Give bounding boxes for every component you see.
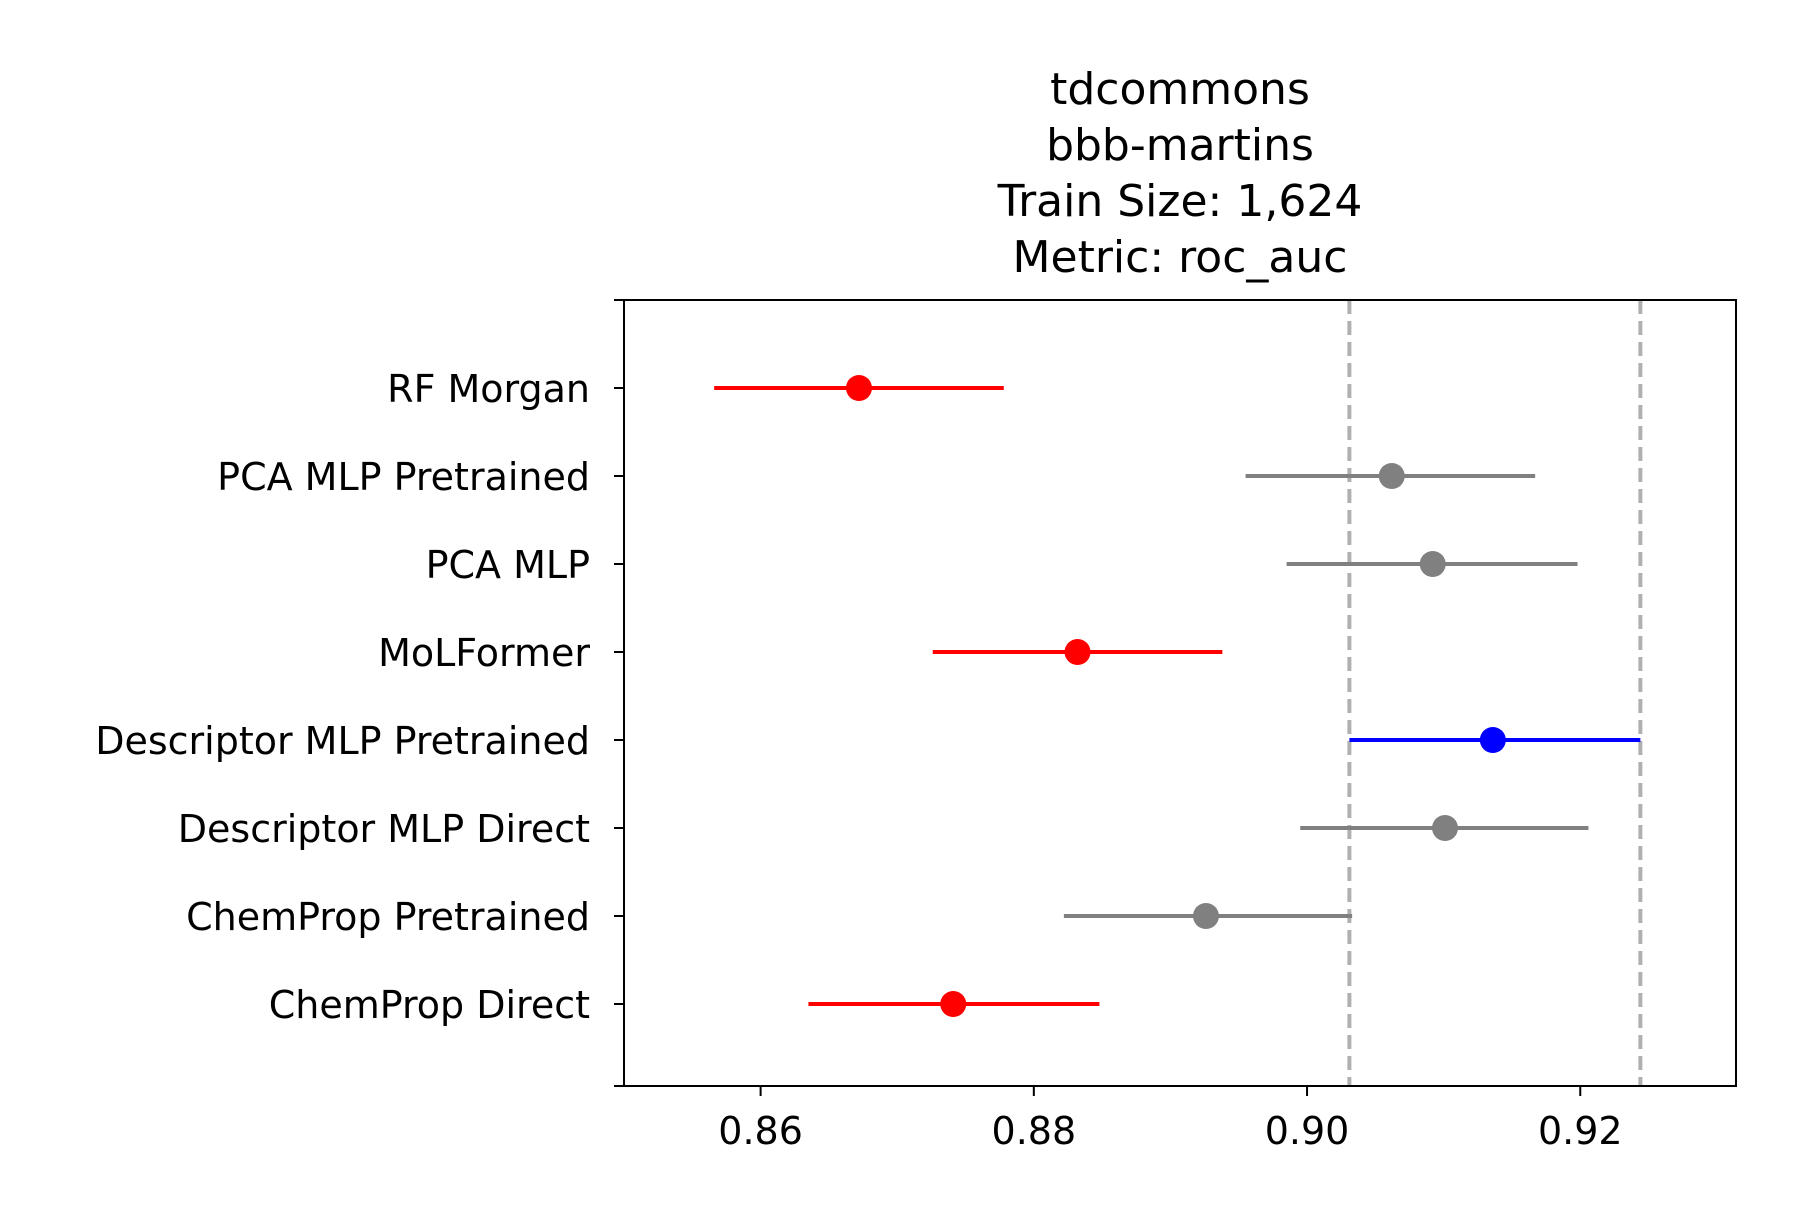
title-line: Train Size: 1,624 (997, 176, 1363, 227)
row-series (1063, 903, 1353, 929)
data-point (1192, 903, 1219, 929)
x-tick-label: 0.92 (1538, 1109, 1623, 1153)
row-series (714, 375, 1004, 401)
y-tick-label: ChemProp Direct (269, 983, 590, 1027)
row-series (932, 639, 1223, 665)
data-point (1378, 463, 1405, 489)
title-line: Metric: roc_auc (1013, 232, 1348, 283)
plot-frame (623, 299, 1737, 1087)
x-axis: 0.86 0.88 0.90 0.92 (718, 1086, 1623, 1153)
y-tick-label: Descriptor MLP Pretrained (95, 719, 590, 763)
row-series (808, 991, 1100, 1017)
data-point (1432, 815, 1459, 841)
x-tick-label: 0.88 (992, 1109, 1077, 1153)
y-tick-label: MoLFormer (378, 631, 590, 675)
data-point (940, 991, 967, 1017)
data-point (1479, 727, 1506, 753)
y-axis: RF Morgan PCA MLP Pretrained PCA MLP MoLFor… (95, 299, 624, 1087)
title-line: bbb-martins (1046, 120, 1314, 171)
x-tick-label: 0.90 (1265, 1109, 1350, 1153)
row-series (1286, 551, 1578, 577)
data-point (845, 375, 872, 401)
data-point (1064, 639, 1091, 665)
row-series (1349, 727, 1641, 753)
y-tick-label: PCA MLP (426, 543, 590, 587)
y-tick-label: ChemProp Pretrained (186, 895, 590, 939)
reference-lines (1347, 300, 1643, 1086)
y-tick-label: PCA MLP Pretrained (217, 455, 590, 499)
x-tick-label: 0.86 (718, 1109, 803, 1153)
y-tick-label: Descriptor MLP Direct (178, 807, 590, 851)
title-line: tdcommons (1050, 64, 1310, 115)
y-tick-label: RF Morgan (387, 367, 590, 411)
row-series (1245, 463, 1536, 489)
data-point (1419, 551, 1446, 577)
data-series (714, 375, 1641, 1017)
row-series (1300, 815, 1589, 841)
